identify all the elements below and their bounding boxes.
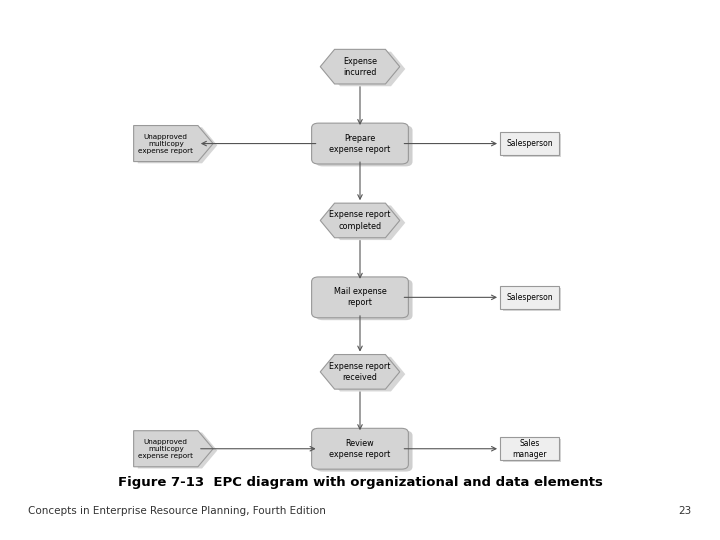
- Polygon shape: [320, 203, 400, 238]
- Text: Salesperson: Salesperson: [506, 139, 553, 148]
- Bar: [500, 132, 559, 155]
- Bar: [503, 439, 562, 462]
- Polygon shape: [134, 431, 213, 467]
- Bar: [503, 134, 562, 157]
- Text: Unapproved
multicopy
expense report: Unapproved multicopy expense report: [138, 438, 193, 459]
- Text: Unapproved
multicopy
expense report: Unapproved multicopy expense report: [138, 133, 193, 153]
- FancyBboxPatch shape: [316, 125, 413, 166]
- Text: Prepare
expense report: Prepare expense report: [329, 133, 391, 153]
- Polygon shape: [138, 433, 217, 469]
- Polygon shape: [320, 355, 400, 389]
- FancyBboxPatch shape: [316, 431, 413, 471]
- Text: Review
expense report: Review expense report: [329, 438, 391, 459]
- Text: Mail expense
report: Mail expense report: [333, 287, 387, 307]
- Bar: [503, 288, 562, 311]
- Text: Concepts in Enterprise Resource Planning, Fourth Edition: Concepts in Enterprise Resource Planning…: [28, 507, 326, 516]
- Polygon shape: [325, 52, 405, 86]
- Text: Salesperson: Salesperson: [506, 293, 553, 302]
- Polygon shape: [320, 49, 400, 84]
- Text: Expense report
completed: Expense report completed: [329, 211, 391, 231]
- Bar: [500, 437, 559, 460]
- Text: Figure 7-13  EPC diagram with organizational and data elements: Figure 7-13 EPC diagram with organizatio…: [117, 476, 603, 489]
- Polygon shape: [134, 125, 213, 161]
- Polygon shape: [325, 205, 405, 240]
- FancyBboxPatch shape: [312, 123, 408, 164]
- Bar: [500, 286, 559, 309]
- FancyBboxPatch shape: [312, 277, 408, 318]
- Polygon shape: [138, 127, 217, 163]
- Text: Sales
manager: Sales manager: [512, 438, 546, 459]
- Text: Expense
incurred: Expense incurred: [343, 57, 377, 77]
- Text: Expense report
received: Expense report received: [329, 362, 391, 382]
- FancyBboxPatch shape: [316, 279, 413, 320]
- Polygon shape: [325, 357, 405, 392]
- Text: 23: 23: [678, 507, 692, 516]
- FancyBboxPatch shape: [312, 428, 408, 469]
